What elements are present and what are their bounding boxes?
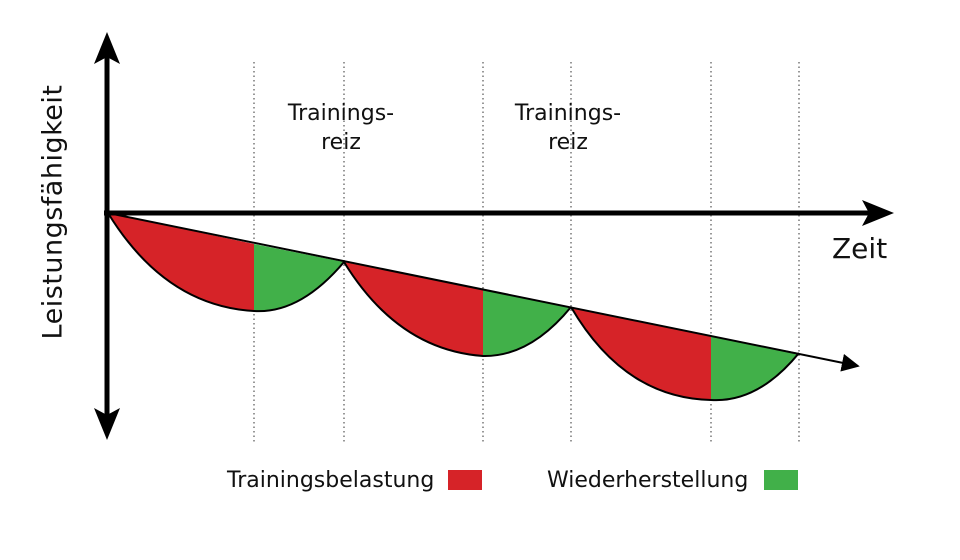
y-axis-bottom-arrowhead: [94, 408, 120, 440]
legend-load-swatch: [448, 470, 482, 490]
cycle-1: [107, 212, 345, 313]
y-axis-label: Leistungsfähigkeit: [37, 84, 69, 340]
training-stimulus-label: Trainings- reiz: [287, 101, 395, 155]
y-axis-top-arrowhead: [94, 32, 120, 64]
load-area: [571, 307, 711, 400]
cycle-2: [343, 261, 572, 358]
load-area: [344, 262, 483, 356]
recovery-area: [483, 289, 571, 357]
x-axis-arrowhead: [862, 200, 894, 226]
x-axis-label: Zeit: [832, 232, 888, 265]
supercompensation-curve: [107, 212, 345, 313]
training-stimulus-label: Trainings- reiz: [514, 101, 622, 155]
y-axis: [94, 32, 120, 440]
recovery-area: [711, 336, 799, 401]
cycle-3: [570, 306, 800, 402]
legend-load-label: Trainingsbelastung: [227, 468, 435, 493]
x-axis: [104, 200, 894, 226]
trend-arrow: [107, 212, 860, 372]
recovery-area: [254, 244, 344, 312]
supercompensation-curve: [570, 306, 800, 402]
supercompensation-curve: [343, 261, 572, 358]
legend-recovery-swatch: [764, 470, 798, 490]
load-area: [108, 213, 254, 311]
legend-recovery-label: Wiederherstellung: [547, 468, 749, 493]
